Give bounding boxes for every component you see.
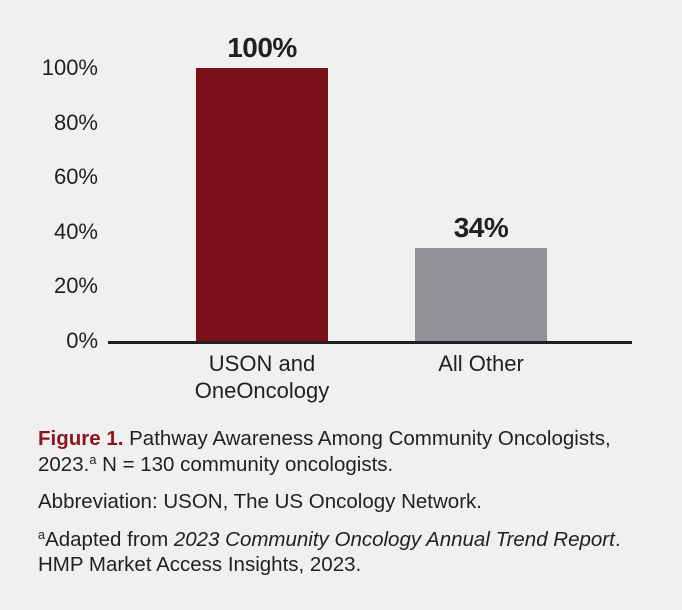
source-title-italic: 2023 Community Oncology Annual Trend Rep… [173, 527, 615, 551]
caption-title-text: Pathway Awareness Among Community Oncolo… [38, 427, 611, 476]
y-tick-label-60: 60% [53, 164, 98, 189]
source-suffix: . HMP Market Access Insights, 2023. [38, 527, 621, 577]
figure-caption: Figure 1. Pathway Awareness Among Commun… [38, 426, 648, 578]
caption-abbreviation-line: Abbreviation: USON, The US Oncology Netw… [38, 490, 482, 513]
figure-number: Figure 1. [38, 427, 124, 450]
y-tick-label-80: 80% [53, 110, 98, 135]
x-axis-label-all-other: All Other [438, 351, 524, 376]
x-axis-label-uson-and-oneoncology: USON and OneOncology [194, 351, 330, 403]
y-tick-label-100: 100% [41, 55, 98, 80]
caption-footnote-marker: a [89, 451, 97, 467]
caption-title-line: Figure 1. Pathway Awareness Among Commun… [38, 426, 648, 477]
value-label-all-other: 34% [453, 212, 509, 244]
bar-chart: 100% 80% 60% 40% 20% 0% 100% 34% USON an… [41, 32, 632, 403]
bar-all-other [415, 248, 547, 341]
caption-source-line: aAdapted from 2023 Community Oncology An… [38, 527, 648, 578]
bar-uson-and-oneoncology [196, 68, 328, 341]
value-label-uson-and-oneoncology: 100% [227, 32, 297, 63]
y-tick-label-20: 20% [53, 273, 98, 298]
y-tick-label-0: 0% [66, 328, 98, 353]
source-footnote-marker: a [38, 526, 46, 542]
y-tick-label-40: 40% [53, 219, 98, 244]
x-axis-line [108, 341, 632, 344]
source-prefix: Adapted from [45, 527, 174, 551]
caption-sample-text: N = 130 community oncologists. [96, 452, 394, 476]
